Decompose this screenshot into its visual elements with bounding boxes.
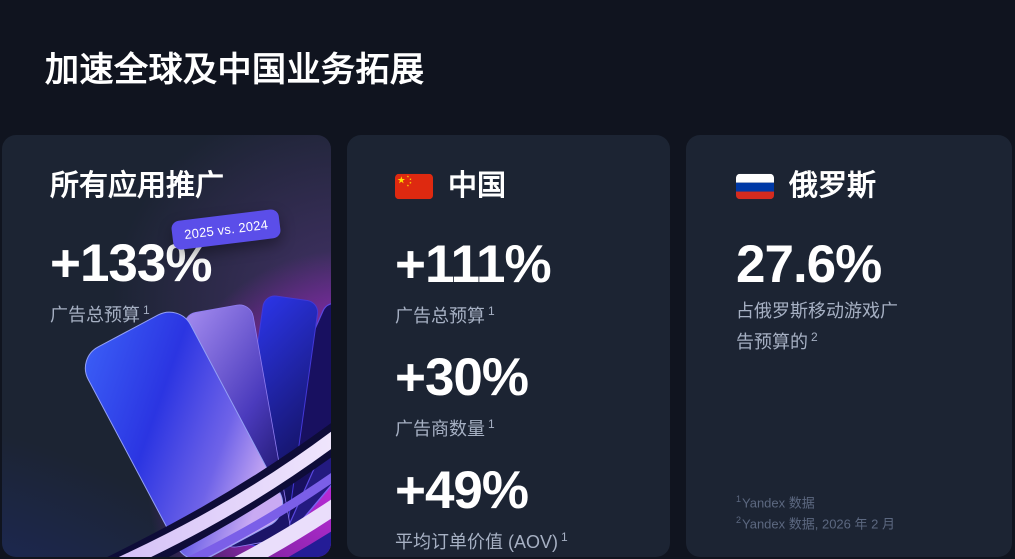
card-china-header: 中国 [395, 169, 640, 202]
card-all-apps: 2025 vs. 2024 所有应用推广 +133% 广告总预算 1 [2, 135, 331, 557]
russia-flag-icon [736, 173, 774, 199]
card-all-apps-content: 所有应用推广 +133% 广告总预算 1 [2, 135, 331, 328]
card-china: 中国 +111% 广告总预算 1 +30% 广告商数量 1 +49% 平均订单价值 … [347, 135, 670, 557]
china-flag-icon [395, 173, 433, 199]
card-all-apps-heading: 所有应用推广 [50, 170, 225, 202]
metric-china-budget: +111% 广告总预算 1 [395, 238, 640, 329]
metric-caption-china-aov: 平均订单价值 (AOV) 1 [395, 530, 568, 552]
footnote-ref: 1 [561, 530, 568, 544]
card-russia-header: 俄罗斯 [736, 169, 982, 202]
metric-caption-china-budget: 广告总预算 1 [395, 304, 495, 326]
metric-china-aov: +49% 平均订单价值 (AOV) 1 [395, 464, 640, 555]
metric-caption-russia-share: 占俄罗斯移动游戏广 告预算的 2 [736, 301, 898, 352]
metric-value-china-budget: +111% [395, 235, 552, 294]
card-russia: 俄罗斯 27.6% 占俄罗斯移动游戏广 告预算的 2 1Yandex 数据 2Ya… [686, 135, 1012, 557]
metric-russia-share: 27.6% 占俄罗斯移动游戏广 告预算的 2 [736, 238, 982, 355]
metric-caption-total-budget-global: 广告总预算 1 [50, 303, 150, 326]
footnote-ref: 1 [488, 304, 495, 318]
card-russia-heading: 俄罗斯 [789, 169, 877, 202]
metric-china-advertisers: +30% 广告商数量 1 [395, 351, 640, 442]
metric-value-russia-share: 27.6% [736, 235, 882, 294]
metric-value-china-advertisers: +30% [395, 348, 529, 407]
metric-value-china-aov: +49% [395, 461, 529, 520]
metric-caption-china-advertisers: 广告商数量 1 [395, 417, 495, 439]
cards-row: 2025 vs. 2024 所有应用推广 +133% 广告总预算 1 [2, 135, 1012, 557]
footnote-1: 1Yandex 数据 [736, 494, 815, 511]
card-china-heading: 中国 [448, 169, 507, 202]
footnote-2: 2Yandex 数据, 2026 年 2 月 [736, 514, 895, 531]
footnote-ref: 2 [811, 330, 818, 344]
footnote-ref: 1 [143, 303, 150, 318]
footnote-ref: 1 [488, 417, 495, 431]
footnotes: 1Yandex 数据 2Yandex 数据, 2026 年 2 月 [736, 491, 895, 532]
page-title: 加速全球及中国业务拓展 [45, 51, 425, 89]
